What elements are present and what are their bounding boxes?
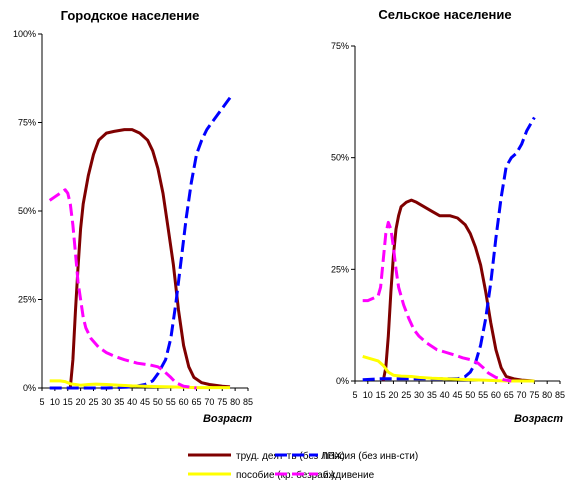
series-line-labor — [68, 128, 231, 389]
series-line-pension — [49, 96, 232, 390]
x-tick-label: 35 — [114, 397, 124, 407]
y-tick-label: 100% — [13, 29, 36, 39]
y-tick-label: 0% — [23, 383, 36, 393]
x-tick-label: 10 — [50, 397, 60, 407]
y-tick-label: 25% — [331, 264, 349, 274]
series-line-dependent — [48, 188, 197, 390]
chart-title: Городское население — [61, 8, 200, 23]
x-tick-label: 20 — [76, 397, 86, 407]
x-tick-label: 5 — [352, 390, 357, 400]
x-tick-label: 65 — [504, 390, 514, 400]
x-tick-label: 65 — [191, 397, 201, 407]
legend-label-pension: пенсия (без инв-сти) — [323, 450, 418, 462]
y-tick-label: 0% — [336, 376, 349, 386]
x-tick-label: 35 — [427, 390, 437, 400]
x-tick-label: 30 — [414, 390, 424, 400]
x-tick-label: 40 — [440, 390, 450, 400]
y-tick-label: 50% — [18, 206, 36, 216]
x-tick-label: 45 — [452, 390, 462, 400]
x-tick-label: 55 — [478, 390, 488, 400]
series-line-benefit — [362, 354, 535, 383]
x-tick-label: 85 — [555, 390, 565, 400]
x-tick-label: 45 — [140, 397, 150, 407]
x-tick-label: 40 — [127, 397, 137, 407]
x-tick-label: 15 — [376, 390, 386, 400]
series-line-dependent — [362, 220, 512, 383]
x-tick-label: 5 — [39, 397, 44, 407]
chart-title: Сельское население — [378, 7, 511, 22]
x-tick-label: 70 — [204, 397, 214, 407]
x-tick-label: 75 — [217, 397, 227, 407]
legend-label-labor: труд. деят-ть (без ЛПХ) — [236, 450, 345, 462]
x-tick-label: 85 — [243, 397, 253, 407]
x-tick-label: 60 — [179, 397, 189, 407]
x-tick-label: 75 — [529, 390, 539, 400]
x-axis-label: Возраст — [203, 413, 252, 425]
y-tick-label: 75% — [18, 118, 36, 128]
x-tick-label: 80 — [542, 390, 552, 400]
x-tick-label: 30 — [101, 397, 111, 407]
x-tick-label: 25 — [401, 390, 411, 400]
legend-label-dependent: иждивение — [323, 470, 375, 481]
x-tick-label: 20 — [388, 390, 398, 400]
x-tick-label: 60 — [491, 390, 501, 400]
x-tick-label: 50 — [465, 390, 475, 400]
x-tick-label: 10 — [363, 390, 373, 400]
x-tick-label: 70 — [517, 390, 527, 400]
y-tick-label: 75% — [331, 41, 349, 51]
x-tick-label: 25 — [88, 397, 98, 407]
x-tick-label: 50 — [153, 397, 163, 407]
series-line-pension — [362, 116, 536, 382]
x-tick-label: 55 — [166, 397, 176, 407]
x-tick-label: 15 — [63, 397, 73, 407]
x-tick-label: 80 — [230, 397, 240, 407]
y-tick-label: 25% — [18, 295, 36, 305]
x-axis-label: Возраст — [514, 413, 563, 425]
y-tick-label: 50% — [331, 153, 349, 163]
series-line-labor — [381, 198, 535, 383]
